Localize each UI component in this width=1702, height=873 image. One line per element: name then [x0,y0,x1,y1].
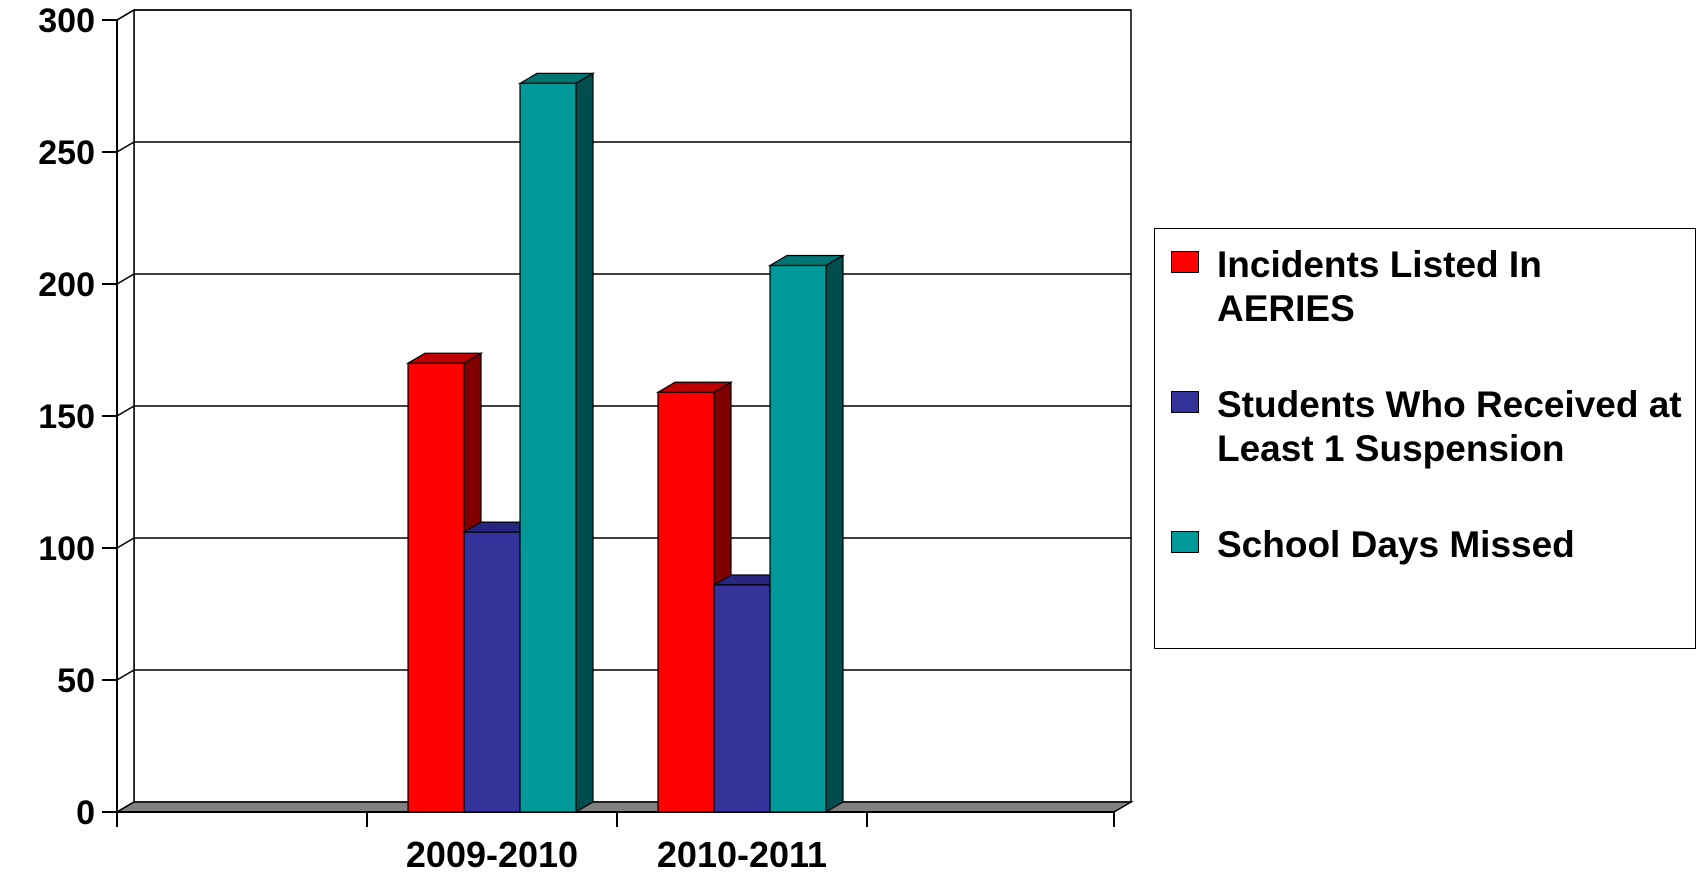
chart-floor [114,801,1134,813]
gridlines [116,8,1132,814]
bar-front-face [463,531,521,813]
bar-side-face [575,72,594,814]
bar-side-face [825,254,844,814]
y-tick-label: 200 [38,266,95,304]
bar [767,254,846,814]
y-tick-label: 0 [76,794,95,832]
bar-front-face [519,82,577,813]
y-tick-label: 300 [38,2,95,40]
gridline-diagonal [116,9,135,21]
bar-front-face [769,264,827,813]
legend-label-students: Students Who Received at Least 1 Suspens… [1217,384,1682,469]
x-category-label: 2009-2010 [406,834,578,873]
gridline-diagonal [116,273,135,285]
bar-front-face [713,584,771,813]
y-tick-label: 50 [57,662,95,700]
x-category-label: 2010-2011 [657,834,827,873]
gridline-diagonal [116,537,135,549]
gridline-diagonal [116,141,135,153]
gridline-diagonal [116,669,135,681]
legend-swatch-incidents [1171,251,1199,273]
legend-item-days-missed: School Days Missed [1171,523,1687,567]
bar [517,72,596,814]
legend-swatch-students [1171,391,1199,413]
axis-labels: 0 50 100 150 200 250 300 2009-2010 2010-2011 [38,2,827,873]
floor-plane [114,801,1134,813]
bar [655,381,734,814]
legend-swatch-days-missed [1171,531,1199,553]
legend-item-incidents: Incidents Listed In AERIES [1171,243,1687,331]
bar-front-face [657,391,715,813]
bars [405,72,846,814]
legend-item-students: Students Who Received at Least 1 Suspens… [1171,383,1687,471]
gridline-diagonal [116,405,135,417]
y-tick-label: 250 [38,134,95,172]
legend-label-days-missed: School Days Missed [1217,524,1575,565]
y-tick-label: 100 [38,530,95,568]
legend: Incidents Listed In AERIES Students Who … [1154,228,1696,649]
axes [102,19,1115,827]
y-tick-label: 150 [38,398,95,436]
legend-label-incidents: Incidents Listed In AERIES [1217,244,1542,329]
bar-front-face [407,362,465,813]
